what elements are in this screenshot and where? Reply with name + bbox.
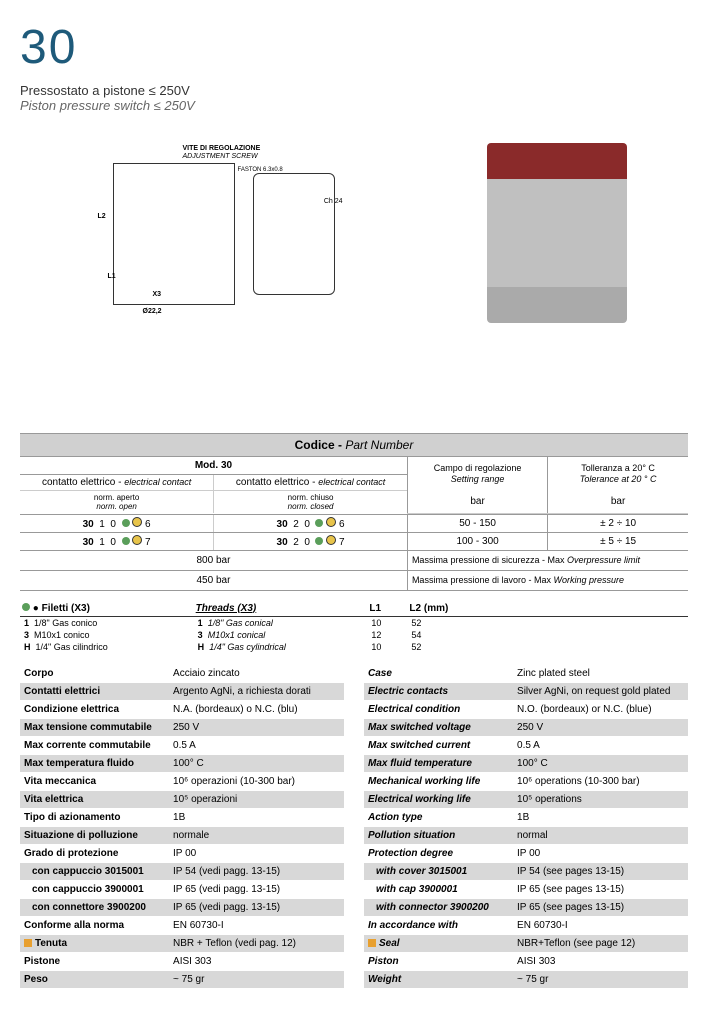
label-adj-screw-en: ADJUSTMENT SCREW xyxy=(183,153,258,160)
technical-drawing: VITE DI REGOLAZIONE ADJUSTMENT SCREW FAS… xyxy=(82,142,364,324)
title-english: Piston pressure switch ≤ 250V xyxy=(20,98,688,113)
spec-row: Protection degreeIP 00 xyxy=(364,844,688,862)
spec-row: Action type1B xyxy=(364,808,688,826)
spec-row: with connector 3900200IP 65 (see pages 1… xyxy=(364,898,688,916)
part-number-table: Codice - Part Number Mod. 30 Campo di re… xyxy=(20,433,688,514)
thread-table: ● Filetti (X3) Threads (X3) L1 L2 (mm) xyxy=(20,601,688,617)
title-italian: Pressostato a pistone ≤ 250V xyxy=(20,83,688,98)
bar-unit: bar xyxy=(470,496,484,507)
spec-row: Max switched current0.5 A xyxy=(364,736,688,754)
code-rows: 30 1 0 6 30 2 0 6 50 - 150 ± 2 ÷ 1030 1 … xyxy=(20,514,688,551)
spec-row: Vita elettrica10⁵ operazioni xyxy=(20,790,344,808)
contact-left-en: electrical contact xyxy=(124,477,191,487)
contact-right-en: electrical contact xyxy=(318,477,385,487)
spec-row: Electric contactsSilver AgNi, on request… xyxy=(364,682,688,700)
spec-row: Electrical conditionN.O. (bordeaux) or N… xyxy=(364,700,688,718)
spec-row: In accordance withEN 60730-I xyxy=(364,916,688,934)
spec-row: Situazione di polluzionenormale xyxy=(20,826,344,844)
norm-open-it: norm. aperto xyxy=(94,493,139,502)
bar450: 450 bar xyxy=(20,570,407,590)
spec-row: con connettore 3900200IP 65 (vedi pagg. … xyxy=(20,898,344,916)
spec-row: Pollution situationnormal xyxy=(364,826,688,844)
codice-label: Codice - xyxy=(295,438,342,452)
norm-closed-it: norm. chiuso xyxy=(288,493,334,502)
spec-row: Max tensione commutabile250 V xyxy=(20,718,344,736)
contact-left-it: contatto elettrico - xyxy=(42,477,121,488)
spec-row: Max temperatura fluido100° C xyxy=(20,754,344,772)
tol-en: Tolerance at 20 ° C xyxy=(580,474,657,484)
spec-row: Conforme alla normaEN 60730-I xyxy=(20,916,344,934)
spec-row: Condizione elettricaN.A. (bordeaux) o N.… xyxy=(20,700,344,718)
tol-it: Tolleranza a 20° C xyxy=(581,463,655,473)
mod-header: Mod. 30 xyxy=(20,457,407,475)
spec-row: PistoneAISI 303 xyxy=(20,952,344,970)
partnumber-label: Part Number xyxy=(345,438,413,452)
th-filetti: ● Filetti (X3) xyxy=(33,603,90,614)
spec-row: Vita meccanica10⁶ operazioni (10-300 bar… xyxy=(20,772,344,790)
campo-en: Setting range xyxy=(451,474,505,484)
campo-it: Campo di regolazione xyxy=(434,463,522,473)
spec-row: Weight~ 75 gr xyxy=(364,970,688,988)
max-over-en: Overpressure limit xyxy=(567,555,640,565)
spec-row: Max switched voltage250 V xyxy=(364,718,688,736)
spec-row: con cappuccio 3900001IP 65 (vedi pagg. 1… xyxy=(20,880,344,898)
spec-row: TenutaNBR + Teflon (vedi pag. 12) xyxy=(20,934,344,952)
spec-row: CorpoAcciaio zincato xyxy=(20,665,344,683)
label-x3: X3 xyxy=(153,291,162,298)
specs-english: CaseZinc plated steelElectric contactsSi… xyxy=(364,665,688,989)
th-threads: Threads (X3) xyxy=(194,601,368,617)
spec-row: Max fluid temperature100° C xyxy=(364,754,688,772)
spec-row: Mechanical working life10⁶ operations (1… xyxy=(364,772,688,790)
spec-row: Max corrente commutabile0.5 A xyxy=(20,736,344,754)
product-number: 30 xyxy=(20,20,688,75)
spec-row: Contatti elettriciArgento AgNi, a richie… xyxy=(20,682,344,700)
spec-row: Grado di protezioneIP 00 xyxy=(20,844,344,862)
product-photo xyxy=(487,143,627,323)
max-over-it: Massima pressione di sicurezza - Max xyxy=(412,555,565,565)
th-l2: L2 (mm) xyxy=(407,601,688,617)
image-area: VITE DI REGOLAZIONE ADJUSTMENT SCREW FAS… xyxy=(20,133,688,333)
thread-rows: 1 1/8" Gas conico1 1/8" Gas conical10523… xyxy=(20,617,688,653)
spec-row: PistonAISI 303 xyxy=(364,952,688,970)
th-l1: L1 xyxy=(367,601,407,617)
specs-italian: CorpoAcciaio zincatoContatti elettriciAr… xyxy=(20,665,344,989)
spec-row: con cappuccio 3015001IP 54 (vedi pagg. 1… xyxy=(20,862,344,880)
spec-row: with cap 3900001IP 65 (see pages 13-15) xyxy=(364,880,688,898)
spec-row: Tipo di azionamento1B xyxy=(20,808,344,826)
spec-row: Peso~ 75 gr xyxy=(20,970,344,988)
spec-row: Electrical working life10⁵ operations xyxy=(364,790,688,808)
pressure-limits: 800 bar Massima pressione di sicurezza - … xyxy=(20,551,688,591)
label-adj-screw-it: VITE DI REGOLAZIONE xyxy=(183,145,261,152)
max-work-en: Working pressure xyxy=(554,575,625,585)
label-l1: L1 xyxy=(108,273,116,280)
label-l2: L2 xyxy=(98,213,106,220)
contact-right-it: contatto elettrico - xyxy=(236,477,315,488)
spec-row: with cover 3015001IP 54 (see pages 13-15… xyxy=(364,862,688,880)
max-work-it: Massima pressione di lavoro - Max xyxy=(412,575,551,585)
bar-unit2: bar xyxy=(611,496,625,507)
label-ch: Ch 24 xyxy=(324,198,343,205)
norm-open-en: norm. open xyxy=(96,502,136,511)
spec-row: SealNBR+Teflon (see page 12) xyxy=(364,934,688,952)
bar800: 800 bar xyxy=(20,551,407,571)
label-dia: Ø22,2 xyxy=(143,308,162,315)
norm-closed-en: norm. closed xyxy=(288,502,334,511)
spec-row: CaseZinc plated steel xyxy=(364,665,688,683)
